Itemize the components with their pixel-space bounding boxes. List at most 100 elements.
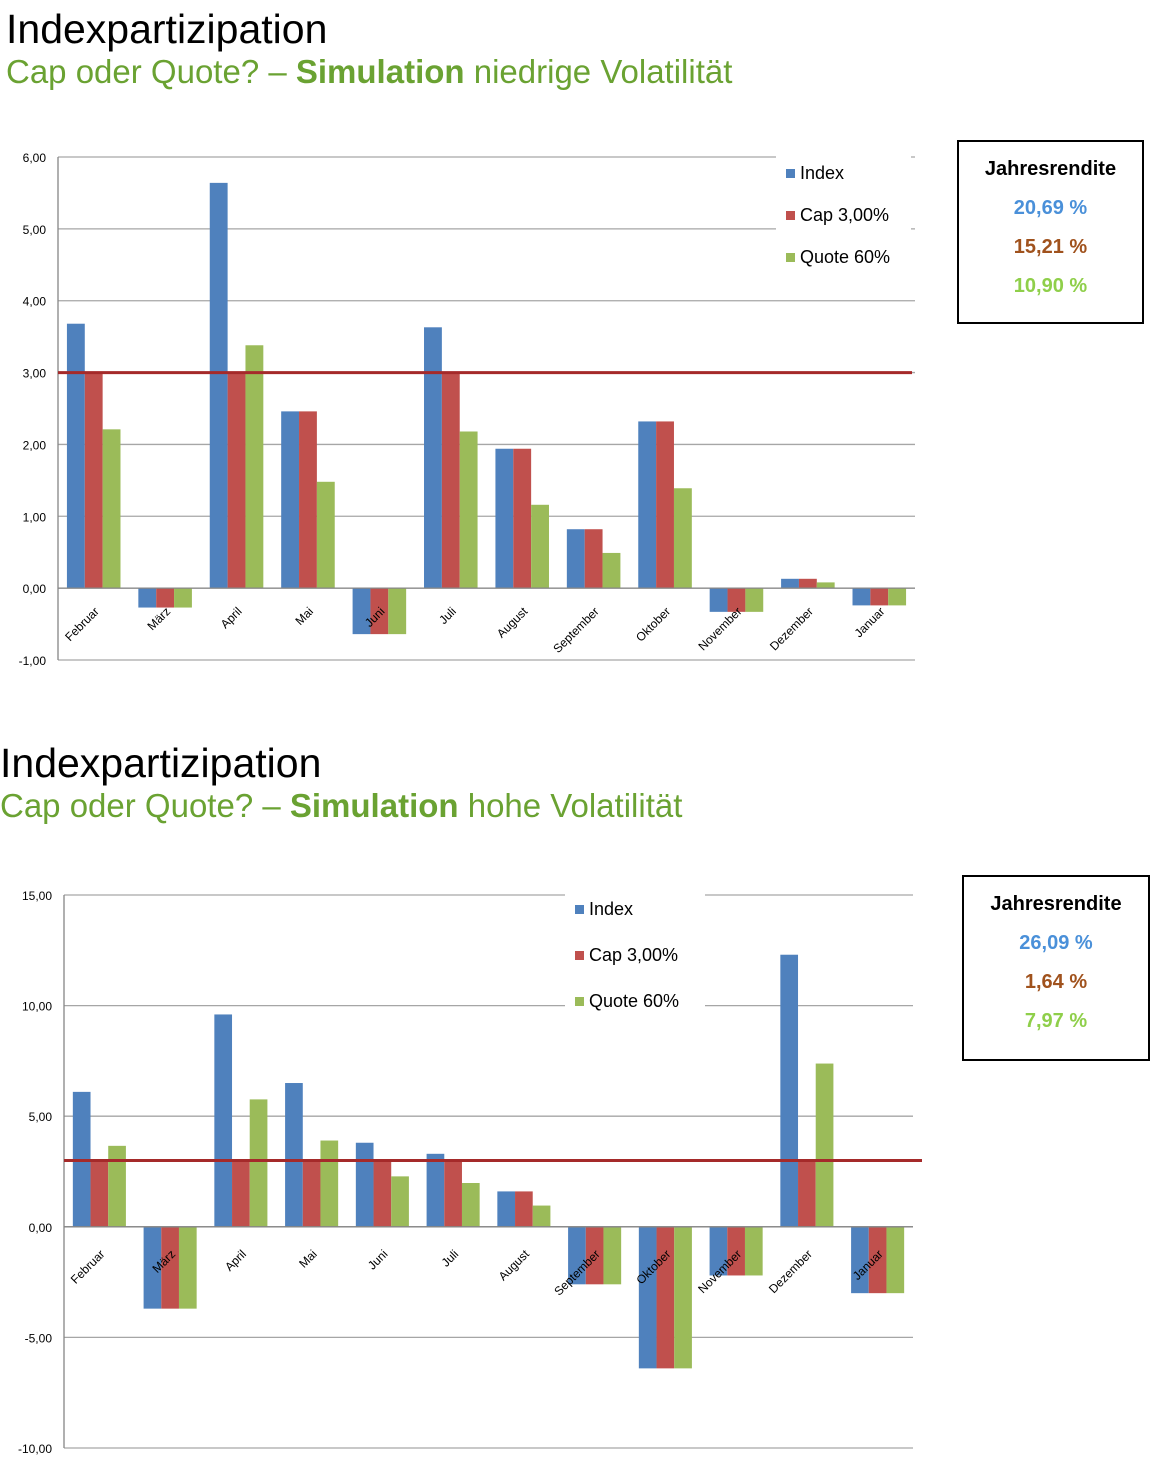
legend-label: Cap 3,00% xyxy=(589,945,678,965)
chart1-subtitle-post: niedrige Volatilität xyxy=(464,53,733,90)
bar-cap xyxy=(90,1160,109,1227)
bar-cap xyxy=(870,588,889,606)
bar-quote xyxy=(249,1099,268,1227)
legend-label: Quote 60% xyxy=(589,991,679,1011)
bar-quote xyxy=(245,345,264,589)
chart2-title: Indexpartizipation xyxy=(0,740,322,786)
bar-index xyxy=(66,323,85,589)
bar-cap xyxy=(868,1226,887,1294)
bar-cap xyxy=(584,529,603,589)
chart1-subtitle: Cap oder Quote? – Simulation niedrige Vo… xyxy=(6,53,732,91)
bar-index xyxy=(138,588,157,608)
bar-cap xyxy=(232,1160,250,1227)
bar-quote xyxy=(178,1226,197,1309)
legend-swatch xyxy=(786,169,795,178)
bar-cap xyxy=(656,1226,675,1369)
y-tick-label: 15,00 xyxy=(22,889,52,903)
bar-index xyxy=(781,578,799,589)
bar-quote xyxy=(886,1226,905,1294)
legend-background xyxy=(565,891,705,1031)
x-tick-label: August xyxy=(494,604,531,641)
bar-cap xyxy=(513,448,532,589)
bar-quote xyxy=(459,431,478,589)
x-tick-label: März xyxy=(144,604,173,633)
bar-index xyxy=(709,588,728,612)
bar-index xyxy=(638,1226,657,1369)
y-tick-label: 6,00 xyxy=(23,151,47,165)
bar-quote xyxy=(174,588,192,608)
legend-label: Quote 60% xyxy=(800,247,890,267)
bar-index xyxy=(214,1014,233,1227)
bar-index xyxy=(495,448,514,589)
x-tick-label: Februar xyxy=(68,1247,108,1287)
x-tick-label: April xyxy=(218,604,245,631)
x-tick-label: Januar xyxy=(852,604,888,640)
chart1-subtitle-pre: Cap oder Quote? – xyxy=(6,53,296,90)
bar-index xyxy=(352,588,371,635)
legend-swatch xyxy=(575,905,584,914)
bar-cap xyxy=(798,1160,816,1227)
bar-quote xyxy=(108,1145,126,1227)
x-tick-label: Dezember xyxy=(766,1247,815,1296)
y-tick-label: 0,00 xyxy=(23,582,47,596)
bar-cap xyxy=(515,1191,533,1227)
bar-quote xyxy=(602,552,621,589)
annual-return-box-high: Jahresrendite 26,09 % 1,64 % 7,97 % xyxy=(962,875,1150,1061)
bar-quote xyxy=(532,1205,551,1227)
bar-index xyxy=(424,327,442,589)
bar-quote xyxy=(745,588,764,612)
y-tick-label: 5,00 xyxy=(29,1110,53,1124)
y-tick-label: 10,00 xyxy=(22,1000,52,1014)
bar-index xyxy=(426,1153,445,1227)
bar-quote xyxy=(316,481,335,589)
bar-index xyxy=(780,954,799,1227)
chart2-subtitle: Cap oder Quote? – Simulation hohe Volati… xyxy=(0,787,682,825)
annual-return-box-low: Jahresrendite 20,69 % 15,21 % 10,90 % xyxy=(957,140,1144,324)
chart-low-volatility: -1,00 0,00 1,00 2,00 3,00 4,00 5,00 6,00 Februar… xyxy=(19,151,915,668)
bar-cap xyxy=(727,588,746,612)
annual-return-quote: 10,90 % xyxy=(1013,275,1088,297)
bar-index xyxy=(709,1226,728,1276)
bar-quote xyxy=(744,1226,763,1276)
bar-index xyxy=(355,1142,374,1227)
legend-label: Index xyxy=(800,163,844,183)
bar-index xyxy=(852,588,871,606)
bar-index xyxy=(851,1226,869,1294)
bar-cap xyxy=(444,1160,462,1227)
y-tick-label: -1,00 xyxy=(19,654,47,668)
bar-cap xyxy=(373,1160,392,1227)
legend-label: Cap 3,00% xyxy=(800,205,889,225)
bar-cap xyxy=(585,1226,604,1285)
y-tick-label: 0,00 xyxy=(29,1221,53,1235)
annual-return-index: 26,09 % xyxy=(1019,932,1093,954)
x-tick-label: Juli xyxy=(436,604,459,627)
y-tick-label: 3,00 xyxy=(23,367,47,381)
bar-cap xyxy=(656,421,674,589)
bar-cap xyxy=(299,411,317,589)
bar-index xyxy=(638,421,657,589)
annual-return-title: Jahresrendite xyxy=(984,158,1117,180)
bar-quote xyxy=(461,1183,480,1227)
x-tick-label: Mai xyxy=(293,604,317,628)
bar-quote xyxy=(391,1176,409,1227)
legend-swatch xyxy=(575,951,584,960)
legend-swatch xyxy=(575,997,584,1006)
bar-index xyxy=(497,1191,516,1227)
y-tick-label: 1,00 xyxy=(23,510,47,524)
bar-quote xyxy=(815,1063,834,1227)
bar-quote xyxy=(673,488,692,589)
bar-cap xyxy=(227,372,246,589)
bar-index xyxy=(568,1226,586,1285)
x-tick-label: Juni xyxy=(365,1247,390,1272)
x-tick-label: April xyxy=(222,1247,249,1274)
bar-cap xyxy=(727,1226,745,1276)
legend-label: Index xyxy=(589,899,633,919)
bar-cap xyxy=(156,588,175,608)
chart2-subtitle-pre: Cap oder Quote? – xyxy=(0,787,290,824)
annual-return-cap: 1,64 % xyxy=(1024,971,1088,993)
bar-index xyxy=(281,411,300,589)
x-tick-label: Juli xyxy=(439,1247,462,1270)
annual-return-quote: 7,97 % xyxy=(1024,1010,1088,1032)
bar-quote xyxy=(816,582,835,589)
